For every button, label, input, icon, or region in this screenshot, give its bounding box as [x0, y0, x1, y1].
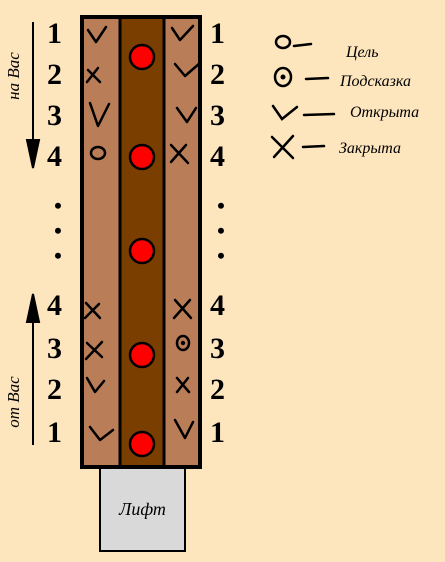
ellipsis-dot: • [54, 218, 62, 243]
floor-number-right: 4 [210, 140, 225, 173]
legend-target-label: Цель [346, 44, 379, 61]
target-dots [128, 43, 156, 458]
closed-door-mark [169, 143, 190, 165]
floor-number-right: 3 [210, 332, 225, 365]
closed-door-mark [83, 301, 102, 320]
floor-number-right: 1 [210, 416, 225, 449]
legend-closed-icon [270, 134, 295, 160]
open-door-mark [173, 61, 202, 78]
open-door-mark [173, 418, 195, 440]
floor-number-left: 1 [47, 416, 62, 449]
target-dot [128, 43, 156, 71]
floor-number-right: 1 [210, 17, 225, 50]
arrow-head-up [25, 293, 41, 323]
open-door-mark [170, 24, 195, 42]
open-door-mark [88, 101, 111, 128]
floor-number-right: 2 [210, 58, 225, 91]
legend-closed-label: Закрыта [339, 140, 401, 157]
lift-label: Лифт [119, 499, 166, 519]
floor-number-left: 4 [47, 289, 62, 322]
target-dot [128, 237, 156, 265]
left-lane [82, 17, 120, 467]
floor-number-right: 3 [210, 99, 225, 132]
floor-number-left: 3 [47, 332, 62, 365]
legend-open-icon [271, 104, 299, 121]
ellipsis-dot: • [217, 243, 225, 268]
floor-number-left: 3 [47, 99, 62, 132]
open-door-mark [86, 25, 108, 44]
legend-hint-label: Подсказка [340, 73, 411, 90]
ellipsis-dot: • [217, 193, 225, 218]
closed-door-mark [84, 340, 104, 361]
hint-door-mark [89, 145, 107, 161]
legend-open-label: Открыта [350, 104, 420, 121]
hint-door-mark [175, 334, 191, 352]
legend-target-icon [274, 34, 292, 50]
target-dot [128, 341, 156, 369]
closed-door-mark [172, 298, 193, 320]
open-door-mark [175, 106, 198, 124]
toward-you-label: на Вас [4, 52, 23, 100]
floor-number-right: 4 [210, 289, 225, 322]
open-door-mark [85, 376, 106, 394]
open-door-mark [88, 425, 115, 442]
ellipsis-dot: • [54, 193, 62, 218]
closed-door-mark [85, 66, 102, 84]
floor-number-right: 2 [210, 373, 225, 406]
legend-hint-icon [273, 66, 293, 88]
away-from-you-label: от Вас [4, 376, 23, 428]
floor-number-left: 2 [47, 58, 62, 91]
closed-door-mark [175, 376, 191, 394]
lift-box: Лифт [99, 467, 186, 552]
arrow-head-down [25, 139, 41, 169]
floor-number-left: 2 [47, 373, 62, 406]
right-lane [164, 17, 200, 467]
floor-number-left: 1 [47, 17, 62, 50]
ellipsis-dot: • [54, 243, 62, 268]
target-dot [128, 430, 156, 458]
ellipsis-dot: • [217, 218, 225, 243]
target-dot [128, 143, 156, 171]
floor-number-left: 4 [47, 140, 62, 173]
